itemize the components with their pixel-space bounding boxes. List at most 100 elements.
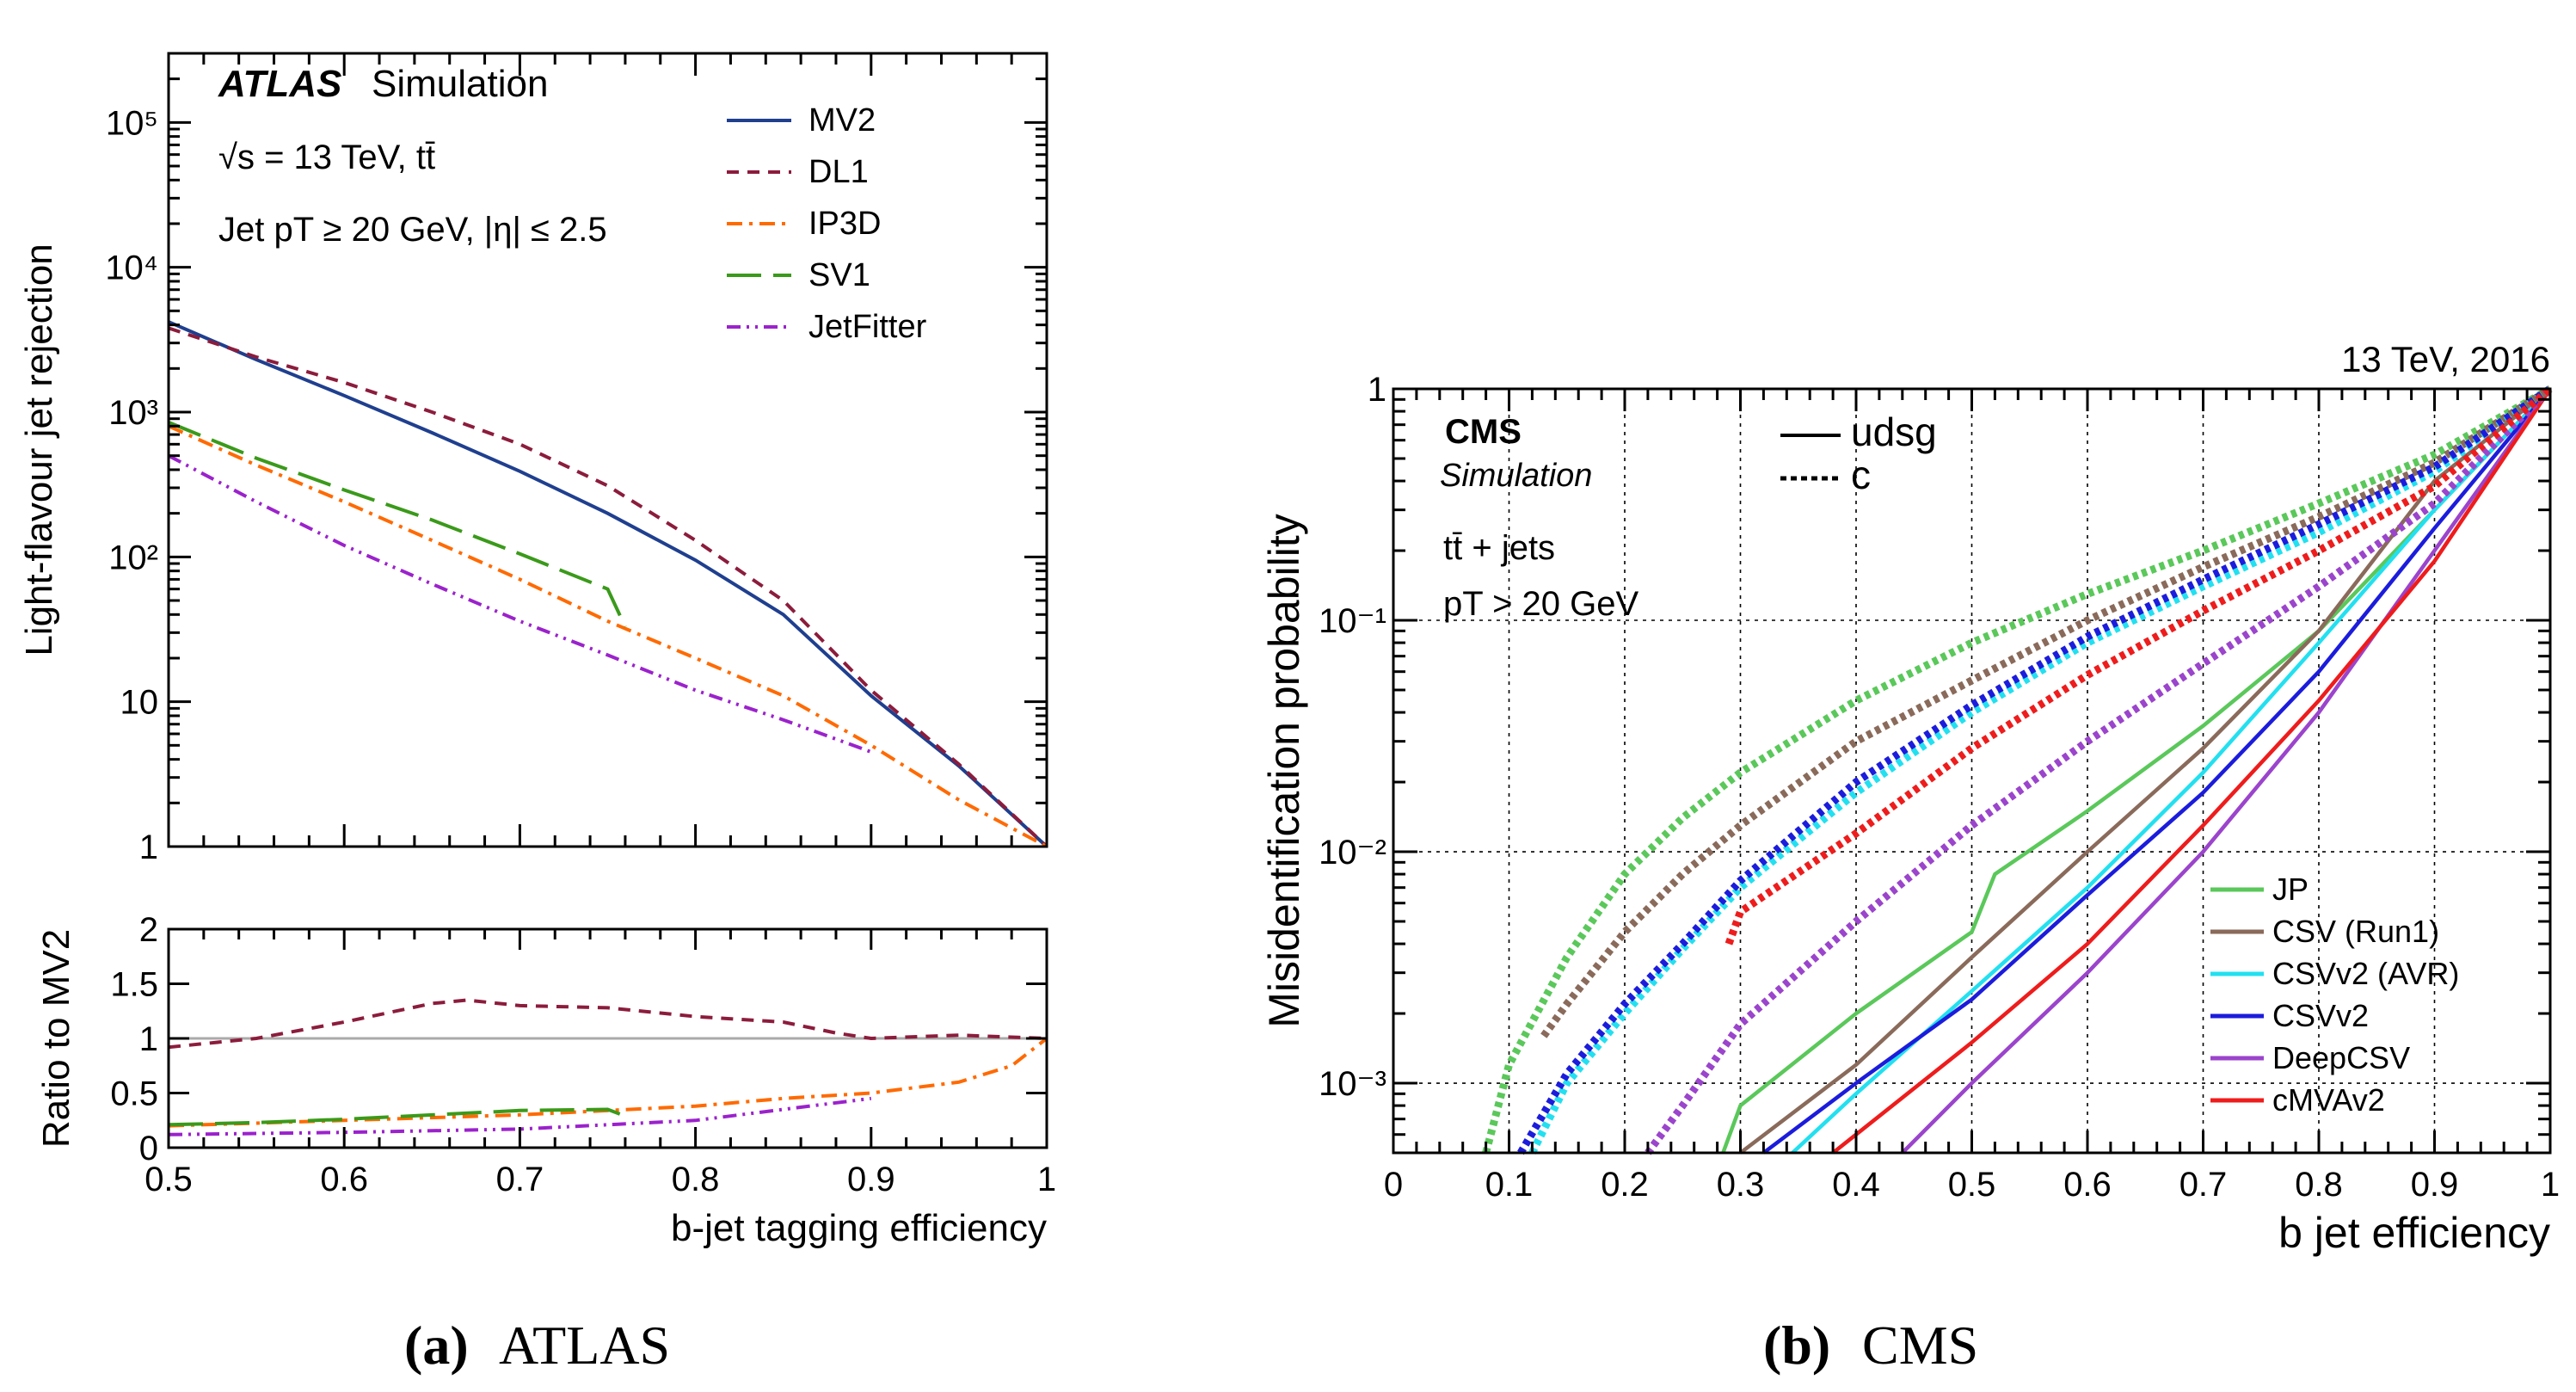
cms-series-csvv2-udsg <box>1762 387 2552 1155</box>
atlas-ratio-ytick-label: 1.5 <box>110 966 158 1004</box>
cms-xtick-label: 0 <box>1384 1166 1403 1204</box>
cms-series-csv-run1-udsg <box>1739 387 2552 1155</box>
cms-series-jp-udsg <box>1721 387 2552 1154</box>
cms-ticks: 0 0.1 0.2 0.3 0.4 0.5 0.6 0.7 0.8 0.9 1 10⁻³ 10⁻² 10⁻… <box>1319 371 2560 1204</box>
atlas-xlabel: b-jet tagging efficiency <box>671 1207 1047 1249</box>
cms-xtick-label: 0.3 <box>1717 1166 1765 1204</box>
atlas-legend-label-jetfitter: JetFitter <box>808 309 927 345</box>
atlas-main-frame <box>167 52 1048 848</box>
atlas-legend-label-sv1: SV1 <box>808 257 870 293</box>
atlas-ratio-ylabel: Ratio to MV2 <box>35 929 77 1148</box>
cms-xtick-label: 0.5 <box>1948 1166 1996 1204</box>
cms-panel: 0 0.1 0.2 0.3 0.4 0.5 0.6 0.7 0.8 0.9 1 10⁻³ 10⁻² 10⁻… <box>1260 339 2560 1376</box>
atlas-series-jetfitter <box>168 453 872 754</box>
atlas-ratio-ytick-label: 0 <box>139 1130 158 1167</box>
cms-caption-name: CMS <box>1862 1315 1978 1376</box>
cms-ylabel: Misidentification probability <box>1260 514 1308 1028</box>
cms-series-deepcsv-udsg <box>1901 387 2552 1155</box>
atlas-main-ytick-label: 10² <box>108 539 158 576</box>
atlas-ratio-ytick-label: 0.5 <box>110 1075 158 1113</box>
atlas-ratio-series-dl1 <box>168 998 1048 1050</box>
atlas-main-ytick-label: 1 <box>139 828 158 866</box>
atlas-series-ip3d <box>168 424 1048 848</box>
cms-series-csv-run1-c <box>1540 385 2553 1038</box>
atlas-ratio-series-jetfitter <box>168 1096 872 1136</box>
cms-series-cmvav2-udsg <box>1831 387 2552 1155</box>
atlas-series-dl1 <box>168 326 1048 848</box>
atlas-legend-label-dl1: DL1 <box>808 154 869 190</box>
cms-style-label-c: c <box>1851 453 1871 497</box>
atlas-series-sv1 <box>168 421 627 628</box>
cms-series-deepcsv-c <box>1645 385 2554 1155</box>
atlas-main-ytick-label: 10⁵ <box>106 104 158 142</box>
cms-experiment-label: CMS <box>1445 413 1522 451</box>
cms-series-csvv2-c <box>1517 385 2553 1155</box>
cms-series-csvv2-avr-udsg <box>1791 387 2552 1155</box>
atlas-series-mv2 <box>168 320 1048 848</box>
cms-legend: JP CSV (Run1) CSVv2 (AVR) CSVv2 DeepCSV cMVAv… <box>2210 872 2459 1118</box>
cms-legend-label-jp: JP <box>2272 872 2309 907</box>
atlas-ratio-series-ip3d <box>168 1037 1048 1128</box>
cms-legend-label-deepcsv: DeepCSV <box>2272 1040 2410 1075</box>
atlas-info-energy: √s = 13 TeV, tt̄ <box>218 139 435 176</box>
atlas-xtick-label: 0.5 <box>144 1161 193 1198</box>
cms-series-cmvav2-c <box>1725 385 2553 945</box>
cms-ytick-label: 10⁻² <box>1319 834 1386 872</box>
cms-xtick-label: 0.1 <box>1485 1166 1534 1204</box>
cms-xlabel: b jet efficiency <box>2278 1209 2550 1257</box>
cms-energy-label: 13 TeV, 2016 <box>2341 339 2550 379</box>
atlas-info-cuts: Jet pT ≥ 20 GeV, |η| ≤ 2.5 <box>218 211 607 249</box>
atlas-main-ylabel: Light-flavour jet rejection <box>18 243 60 656</box>
cms-ytick-label: 10⁻¹ <box>1319 602 1386 640</box>
atlas-ratio-series <box>168 998 1048 1136</box>
cms-series-csvv2-avr-c <box>1528 385 2553 1155</box>
cms-legend-label-cmvav2: cMVAv2 <box>2272 1082 2385 1118</box>
atlas-xtick-label: 0.7 <box>496 1161 544 1198</box>
cms-simulation-label: Simulation <box>1440 458 1592 494</box>
cms-xtick-label: 0.8 <box>2295 1166 2343 1204</box>
cms-xtick-label: 0.4 <box>1832 1166 1880 1204</box>
atlas-caption: (a) ATLAS <box>404 1315 670 1376</box>
cms-xtick-label: 1 <box>2541 1166 2560 1204</box>
atlas-main-ytick-label: 10⁴ <box>105 249 158 287</box>
cms-legend-label-csvv2: CSVv2 <box>2272 998 2369 1033</box>
atlas-ratio-ytick-label: 1 <box>139 1020 158 1058</box>
cms-caption-letter: (b) <box>1763 1315 1830 1376</box>
cms-style-label-udsg: udsg <box>1851 410 1937 454</box>
cms-xtick-label: 0.2 <box>1601 1166 1649 1204</box>
atlas-simulation-label: Simulation <box>372 63 548 105</box>
atlas-legend-label-ip3d: IP3D <box>808 206 881 242</box>
atlas-main-ytick-label: 10 <box>120 684 159 722</box>
cms-series-jp-c <box>1482 385 2553 1155</box>
atlas-caption-letter: (a) <box>404 1315 469 1376</box>
cms-xtick-label: 0.9 <box>2411 1166 2459 1204</box>
cms-info-cut: pT > 20 GeV <box>1443 585 1639 623</box>
cms-info-process: tt̄ + jets <box>1443 529 1555 567</box>
atlas-main-ytick-label: 10³ <box>108 394 158 432</box>
atlas-xtick-label: 0.6 <box>320 1161 368 1198</box>
atlas-main-series <box>168 320 1048 848</box>
cms-grid <box>1393 389 2550 1153</box>
atlas-legend-label-mv2: MV2 <box>808 102 876 139</box>
atlas-ratio-ytick-label: 2 <box>139 911 158 949</box>
cms-ytick-label: 1 <box>1368 371 1386 409</box>
cms-series <box>1482 385 2554 1155</box>
cms-caption: (b) CMS <box>1763 1315 1978 1376</box>
atlas-main-y-ticks: 1 10 10² 10³ 10⁴ 10⁵ <box>105 52 1048 866</box>
cms-ytick-label: 10⁻³ <box>1319 1065 1386 1103</box>
atlas-xtick-label: 1 <box>1037 1161 1056 1198</box>
atlas-xtick-label: 0.9 <box>847 1161 895 1198</box>
cms-legend-label-csvv2-avr: CSVv2 (AVR) <box>2272 956 2459 991</box>
cms-xtick-label: 0.6 <box>2063 1166 2112 1204</box>
atlas-legend: MV2 DL1 IP3D SV1 JetFitter <box>727 102 927 345</box>
atlas-experiment-label: ATLAS <box>218 63 341 105</box>
cms-xtick-label: 0.7 <box>2179 1166 2228 1204</box>
atlas-ratio-ticks: 00.511.520.5 0.6 0.7 0.8 0.9 1 <box>110 911 1056 1198</box>
atlas-xtick-label: 0.8 <box>672 1161 720 1198</box>
atlas-caption-name: ATLAS <box>499 1315 670 1376</box>
cms-legend-label-csv-run1: CSV (Run1) <box>2272 914 2439 949</box>
atlas-ratio-series-sv1 <box>168 1107 626 1127</box>
